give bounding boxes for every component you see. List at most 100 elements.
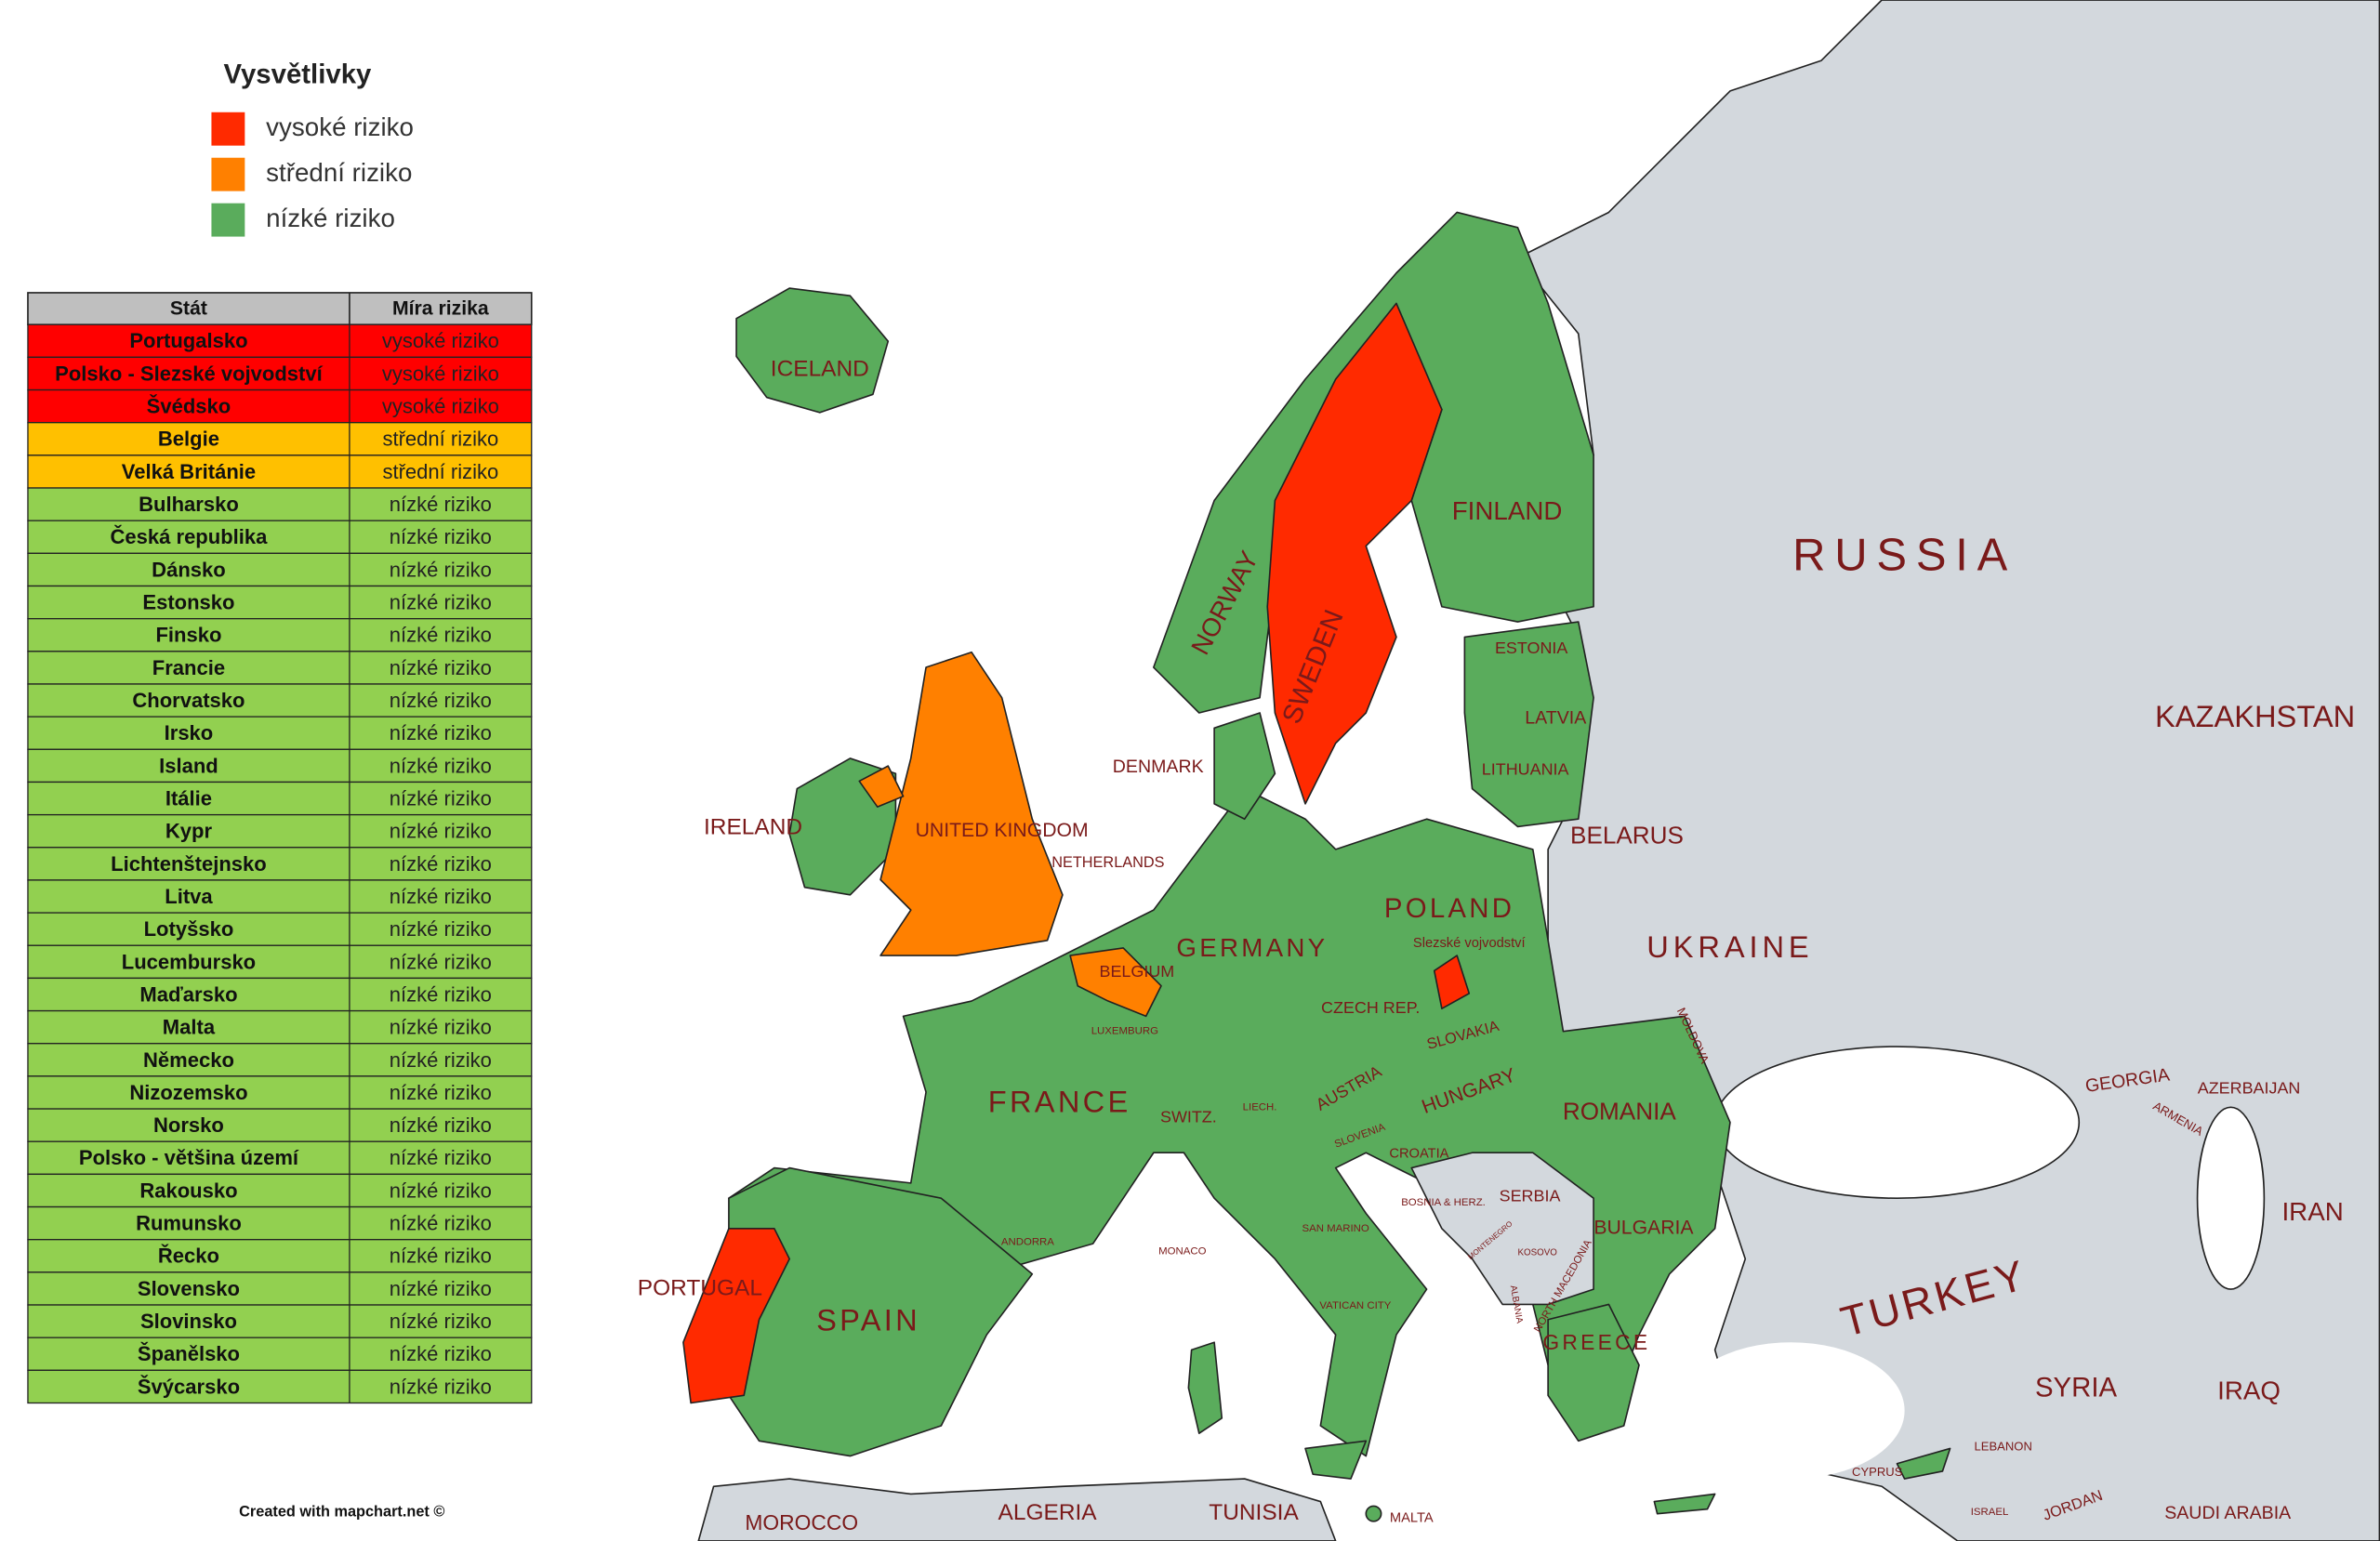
table-risk: střední riziko [382, 460, 498, 483]
base-map [682, 0, 2380, 1541]
map-label: IRAQ [2217, 1376, 2281, 1404]
map-label: SAN MARINO [1302, 1223, 1369, 1234]
table-row [27, 1205, 533, 1241]
legend-swatch [211, 112, 245, 146]
map-label: AZERBAIJAN [2198, 1078, 2301, 1097]
map-label: LEBANON [1975, 1439, 2032, 1453]
table-country: Norsko [153, 1113, 224, 1137]
table-country: Dánsko [152, 558, 226, 581]
map-label: SWITZ. [1160, 1107, 1217, 1126]
table-risk: nízké riziko [390, 917, 492, 941]
black-sea [1713, 1046, 2081, 1200]
balkans [1410, 1152, 1594, 1306]
caspian-sea [2196, 1106, 2266, 1290]
legend-swatch [211, 157, 245, 191]
table-country: Německo [143, 1048, 234, 1072]
table-country: Chorvatsko [132, 689, 245, 712]
table-country: Itálie [165, 786, 212, 810]
table-risk: nízké riziko [390, 885, 492, 908]
table-row [27, 487, 533, 521]
table-row [27, 520, 533, 554]
table-country: Švédsko [147, 395, 231, 418]
map-label: VATICAN CITY [1319, 1300, 1391, 1311]
table-country: Litva [165, 885, 213, 908]
table-country: Belgie [158, 428, 219, 451]
table-row [27, 422, 533, 456]
sardinia [1187, 1341, 1223, 1434]
table-header-bg [27, 292, 533, 326]
table-country: Česká republika [111, 525, 269, 548]
map-label: SYRIA [2035, 1373, 2118, 1403]
table-risk: nízké riziko [390, 1081, 492, 1104]
map-label: GREECE [1542, 1330, 1650, 1354]
map-label: CROATIA [1389, 1147, 1448, 1162]
table-row [27, 1043, 533, 1077]
table-country: Malta [163, 1016, 216, 1039]
table-country: Island [159, 754, 218, 777]
table-risk: nízké riziko [390, 1310, 492, 1333]
table-country: Rumunsko [136, 1212, 242, 1235]
greece [1547, 1303, 1640, 1442]
map-label: ESTONIA [1495, 639, 1567, 657]
map-label: POLAND [1384, 893, 1514, 924]
table-country: Irsko [165, 721, 214, 744]
table-row [27, 389, 533, 424]
northern-ireland [858, 765, 905, 808]
map-label: CYPRUS [1852, 1465, 1903, 1479]
sweden [1266, 302, 1443, 805]
table-country: Maďarsko [139, 982, 237, 1006]
table-country: Bulharsko [139, 493, 239, 516]
table-risk: nízké riziko [390, 1245, 492, 1268]
table-country: Francie [152, 656, 225, 679]
united-kingdom [879, 651, 1064, 956]
map-label: LATVIA [1525, 708, 1587, 729]
crete [1653, 1493, 1716, 1515]
spain [728, 1166, 1034, 1457]
map-label: MALTA [1390, 1510, 1434, 1525]
table-risk: nízké riziko [390, 1277, 492, 1300]
credit: Created with mapchart.net © [239, 1503, 444, 1520]
table-row [27, 552, 533, 587]
map-label: UNITED KINGDOM [916, 820, 1089, 841]
table-risk: nízké riziko [390, 1342, 492, 1365]
map-label: FINLAND [1452, 496, 1563, 525]
map-label: MOROCCO [745, 1510, 858, 1534]
north-africa [697, 1478, 1337, 1541]
aegean-sea [1676, 1342, 1905, 1480]
table-row [27, 1369, 533, 1404]
table-header: Stát [170, 298, 207, 320]
map-label: NETHERLANDS [1051, 854, 1164, 871]
table-country: Španělsko [138, 1342, 240, 1365]
table-risk: nízké riziko [390, 689, 492, 712]
map-label: DENMARK [1113, 757, 1204, 777]
map-label: UKRAINE [1646, 929, 1813, 964]
table-country: Velká Británie [122, 460, 256, 483]
table-country: Slovensko [138, 1277, 240, 1300]
map-label: IRELAND [704, 814, 802, 839]
table-risk: nízké riziko [390, 525, 492, 548]
map-label: CZECH REP. [1321, 998, 1420, 1017]
table-row [27, 1108, 533, 1142]
legend-label: střední riziko [266, 158, 412, 187]
table-row [27, 1337, 533, 1371]
map-label: Slezské vojvodství [1413, 936, 1526, 951]
table-row [27, 847, 533, 881]
table-country: Švýcarsko [138, 1375, 240, 1398]
cyprus [1896, 1447, 1951, 1480]
legend-label: vysoké riziko [266, 112, 414, 141]
table-row [27, 748, 533, 784]
table-risk: nízké riziko [390, 624, 492, 647]
map-label: IRAN [2281, 1197, 2343, 1226]
table-country: Rakousko [139, 1179, 237, 1202]
map-label: SERBIA [1500, 1186, 1561, 1205]
table-country: Estonsko [142, 591, 234, 614]
table-country: Portugalsko [129, 329, 247, 352]
table-header: Míra rizika [392, 298, 489, 320]
table-country: Slovinsko [140, 1310, 237, 1333]
legend-swatch [211, 203, 245, 237]
table-risk: nízké riziko [390, 656, 492, 679]
table-risk: nízké riziko [390, 493, 492, 516]
table-country: Lucembursko [122, 950, 256, 973]
